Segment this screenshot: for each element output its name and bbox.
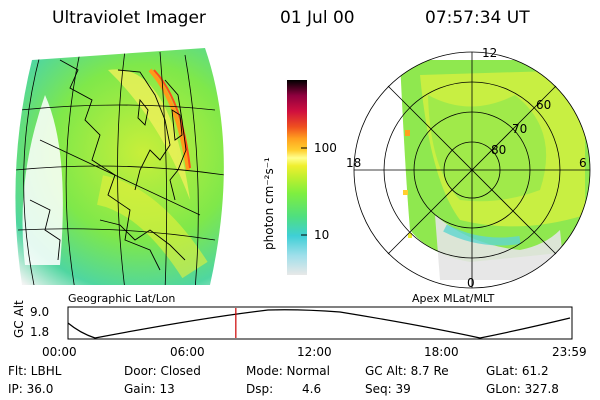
colorbar-gradient [287,80,307,275]
mlt-label-12: 12 [482,46,498,60]
info-door: Door: Closed [124,364,201,378]
grid-lines [15,49,224,285]
mlt-label-0: 0 [467,276,475,290]
info-gc-alt: GC Alt: 8.7 Re [365,364,449,378]
timeline-xtick-2359: 23:59 [552,345,587,359]
hotspot [405,130,410,136]
info-dsp-label: Dsp: [246,382,274,396]
timeline-xtick-1800: 18:00 [424,345,459,359]
coastlines [29,59,187,271]
colorbar-tick-label-10: 10 [314,228,330,242]
timeline-xtick-1200: 12:00 [297,345,332,359]
app-title: Ultraviolet Imager [52,8,206,28]
info-seq: Seq: 39 [365,382,411,396]
right-panel-caption: Apex MLat/MLT [412,292,495,305]
mlt-label-6: 6 [579,156,587,170]
info-glat: GLat: 61.2 [486,364,549,378]
left-panel-caption: Geographic Lat/Lon [68,292,176,305]
info-gain: Gain: 13 [124,382,175,396]
hotspot [408,233,412,238]
gc-alt-curve [67,309,571,339]
info-dsp-value: 4.6 [302,382,322,396]
info-mode: Mode: Normal [246,364,330,378]
hotspot [403,190,408,195]
info-glon: GLon: 327.8 [486,382,559,396]
polar-grid [353,51,591,289]
mlt-label-18: 18 [346,156,362,170]
mlat-label-70: 70 [512,122,528,136]
info-ip: IP: 36.0 [8,382,54,396]
header-time: 07:57:34 UT [425,8,530,28]
header-date: 01 Jul 00 [280,8,355,28]
timeline-xtick-0600: 06:00 [170,345,205,359]
timeline-ytick-9: 9.0 [30,305,50,319]
colorbar-tick-label-100: 100 [314,141,337,155]
mlat-label-60: 60 [536,98,552,112]
timeline-ytick-1-8: 1.8 [30,325,50,339]
timeline-xtick-0000: 00:00 [42,345,77,359]
mlat-label-80: 80 [491,143,507,157]
info-flt: Flt: LBHL [8,364,62,378]
